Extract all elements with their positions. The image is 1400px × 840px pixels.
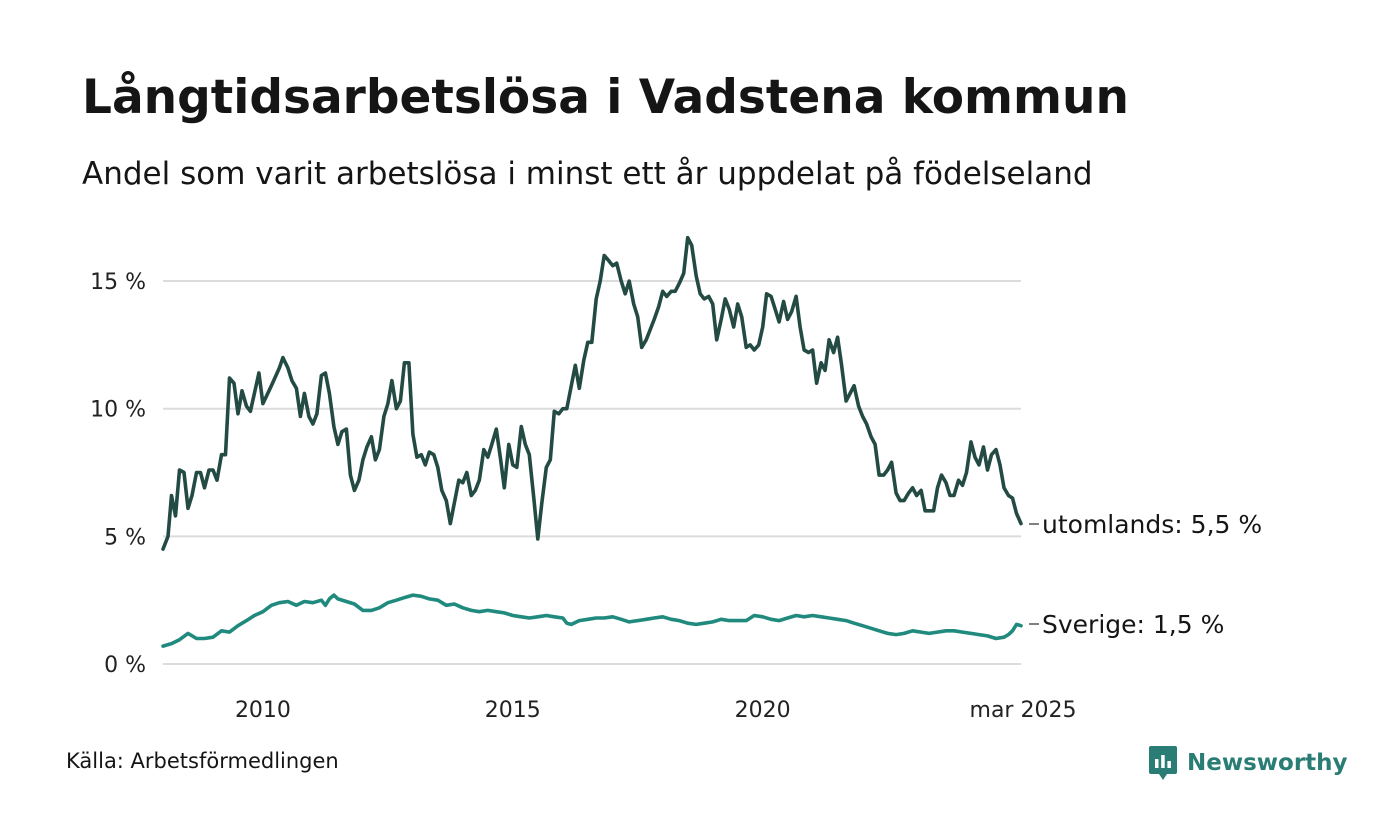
y-tick-label: 10 %	[90, 398, 146, 423]
brand-name: Newsworthy	[1187, 750, 1348, 776]
x-tick-label: 2020	[735, 698, 791, 723]
grid-lines	[163, 280, 1021, 665]
y-tick-label: 5 %	[104, 525, 146, 550]
series-line-utomlands	[161, 235, 1023, 551]
y-axis-labels: 0 % 5 % 10 % 15 %	[90, 270, 146, 678]
x-axis-labels: 2010 2015 2020 mar 2025	[235, 698, 1077, 723]
series-end-labels: utomlands: 5,5 % Sverige: 1,5 %	[1029, 510, 1262, 639]
brand-logo: Newsworthy	[1148, 744, 1348, 782]
x-tick-label: 2010	[235, 698, 291, 723]
x-tick-label: 2015	[485, 698, 541, 723]
chart-title: Långtidsarbetslösa i Vadstena kommun	[82, 70, 1129, 125]
newsworthy-logo-icon	[1149, 746, 1177, 780]
series-end-label-utomlands: utomlands: 5,5 %	[1042, 510, 1262, 539]
series-line-Sverige	[161, 593, 1023, 648]
series-end-label-Sverige: Sverige: 1,5 %	[1042, 610, 1224, 639]
y-tick-label: 15 %	[90, 270, 146, 295]
source-note: Källa: Arbetsförmedlingen	[66, 749, 339, 773]
series-lines	[161, 235, 1023, 648]
y-tick-label: 0 %	[104, 653, 146, 678]
chart-subtitle: Andel som varit arbetslösa i minst ett å…	[82, 156, 1093, 192]
x-tick-label: mar 2025	[970, 698, 1077, 723]
